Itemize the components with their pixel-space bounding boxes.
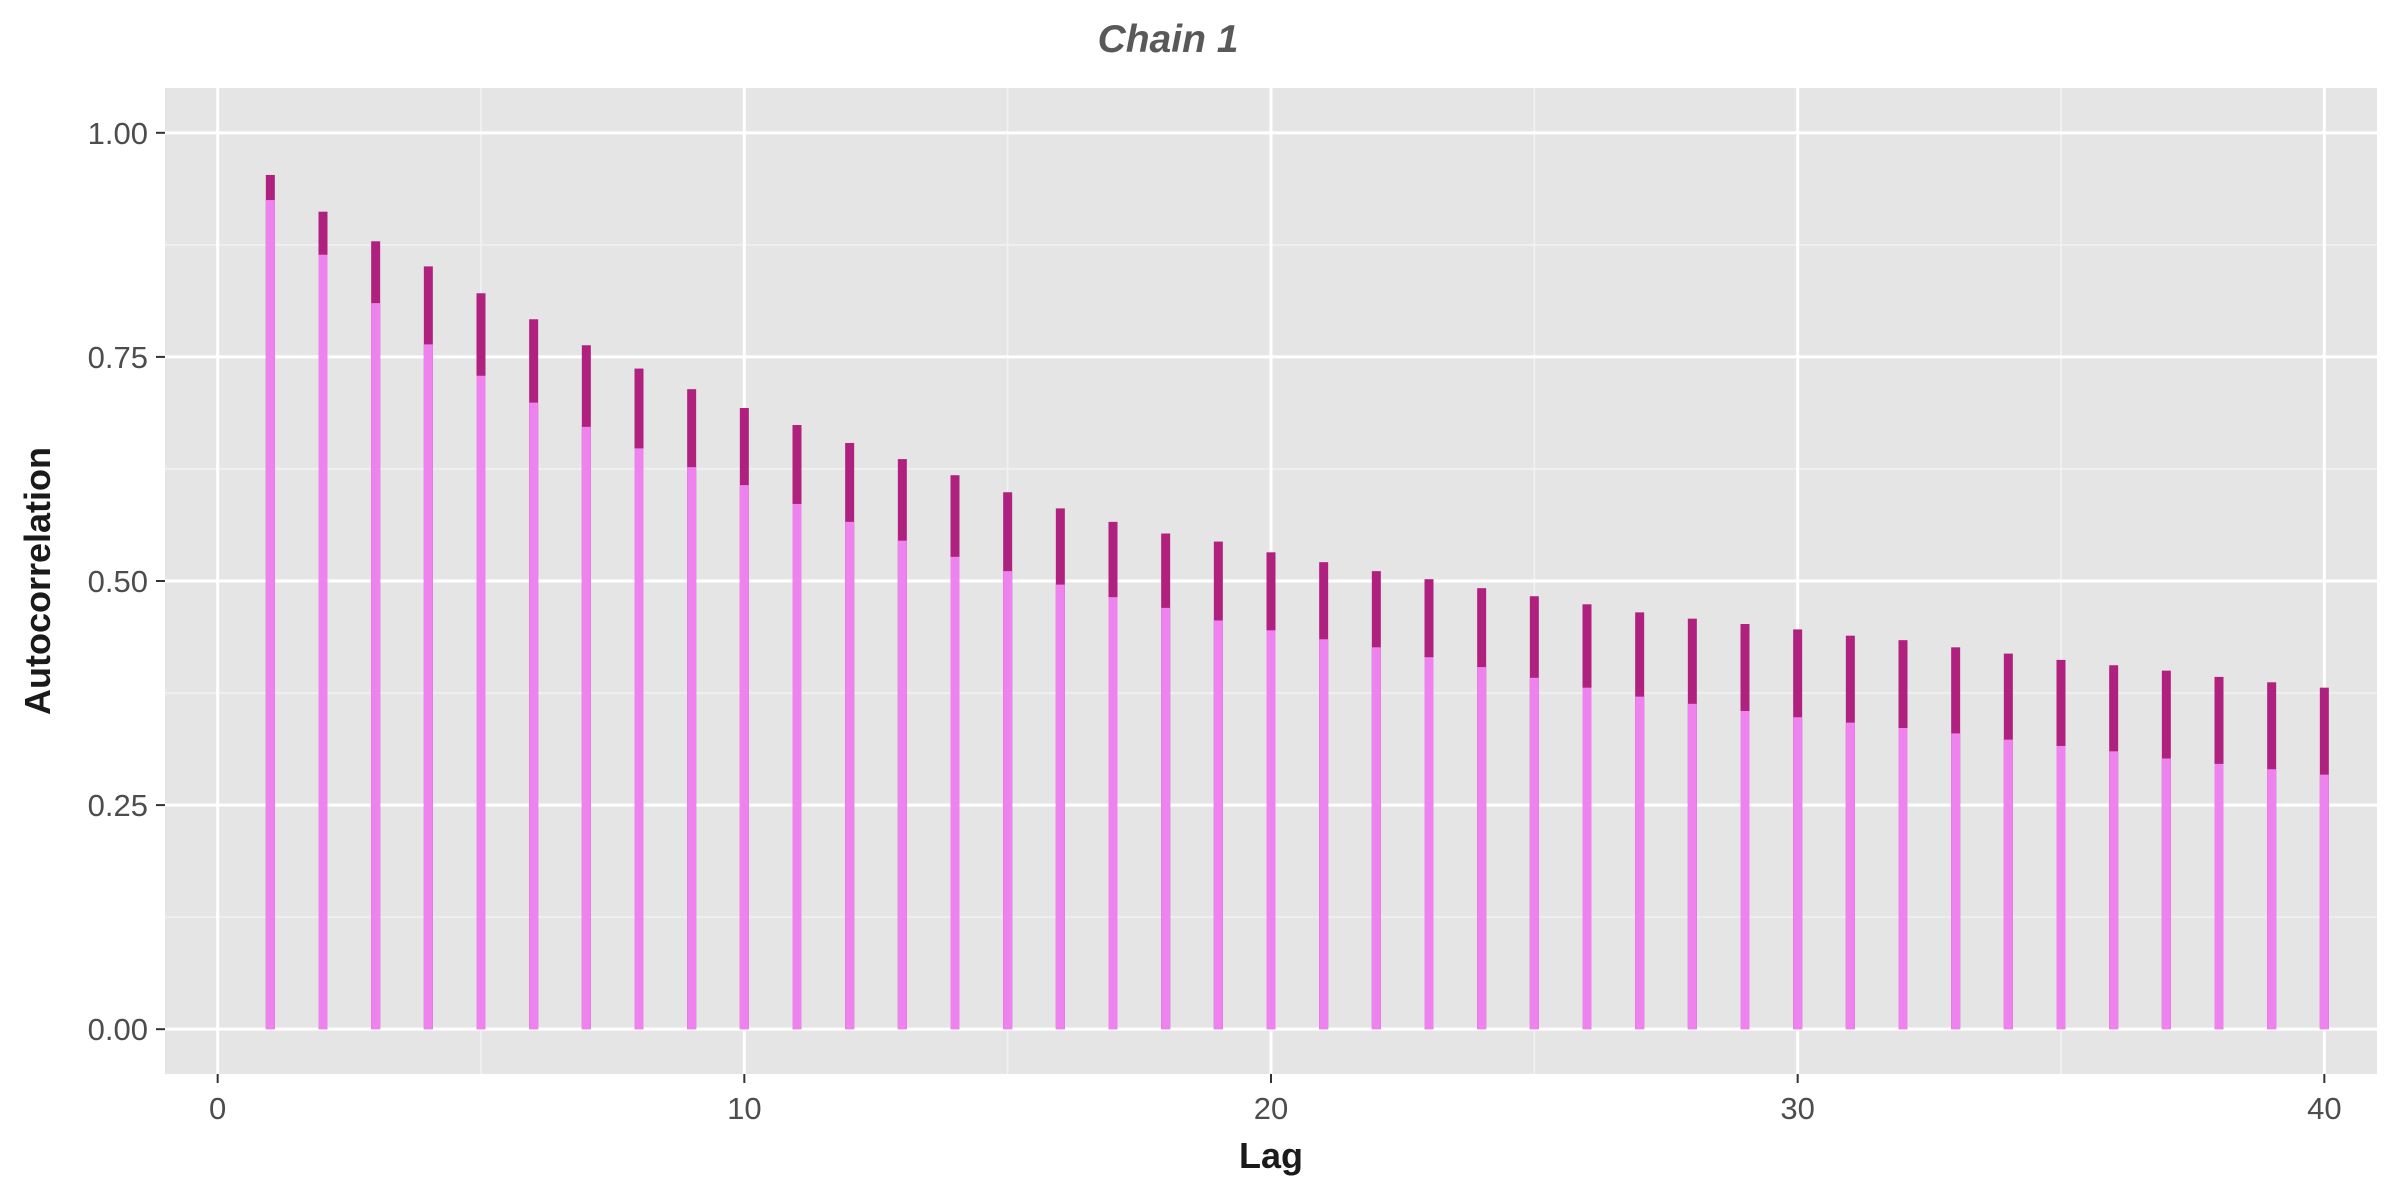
acf-bar-light bbox=[1951, 733, 1961, 1030]
acf-bar-light bbox=[423, 344, 433, 1030]
y-tick-label: 1.00 bbox=[88, 116, 148, 151]
acf-bar-light bbox=[1477, 667, 1487, 1030]
acf-bar-light bbox=[1055, 584, 1065, 1030]
acf-bars bbox=[265, 174, 2329, 1030]
acf-bar-light bbox=[845, 521, 855, 1030]
y-tick-label: 0.00 bbox=[88, 1012, 148, 1047]
x-tick-label: 0 bbox=[209, 1091, 226, 1126]
acf-bar-light bbox=[1108, 597, 1118, 1030]
x-axis-title: Lag bbox=[1239, 1135, 1303, 1176]
acf-bar-light bbox=[1582, 687, 1592, 1030]
acf-bar-light bbox=[2056, 745, 2066, 1030]
acf-bar-light bbox=[1319, 639, 1329, 1030]
acf-bar-light bbox=[265, 200, 275, 1030]
x-tick-label: 30 bbox=[1780, 1091, 1814, 1126]
acf-bar-light bbox=[1793, 717, 1803, 1030]
acf-bar-light bbox=[1635, 696, 1645, 1030]
acf-bar-light bbox=[1898, 728, 1908, 1030]
acf-bar-light bbox=[1266, 630, 1276, 1030]
acf-bar-light bbox=[1845, 722, 1855, 1030]
x-tick-label: 10 bbox=[727, 1091, 761, 1126]
acf-bar-light bbox=[2319, 774, 2329, 1030]
x-tick-label: 20 bbox=[1254, 1091, 1288, 1126]
acf-bar-light bbox=[2214, 763, 2224, 1030]
acf-bar-light bbox=[687, 467, 697, 1030]
acf-bar-light bbox=[897, 540, 907, 1030]
acf-bar-light bbox=[1740, 710, 1750, 1030]
y-axis-title: Autocorrelation bbox=[17, 447, 58, 715]
acf-bar-light bbox=[1424, 657, 1434, 1030]
acf-bar-light bbox=[2267, 769, 2277, 1030]
acf-bar-light bbox=[1161, 607, 1171, 1030]
acf-bar-light bbox=[581, 426, 591, 1030]
acf-bar-light bbox=[371, 303, 381, 1030]
acf-bar-light bbox=[1213, 620, 1223, 1030]
acf-bar-light bbox=[2161, 758, 2171, 1030]
chart-title: Chain 1 bbox=[1098, 18, 1239, 61]
acf-bar-light bbox=[2003, 739, 2013, 1030]
acf-bar-light bbox=[950, 556, 960, 1030]
acf-bar-light bbox=[529, 402, 539, 1030]
x-tick-label: 40 bbox=[2307, 1091, 2341, 1126]
y-tick-label: 0.25 bbox=[88, 788, 148, 823]
acf-bar-light bbox=[1529, 677, 1539, 1030]
acf-bar-light bbox=[634, 448, 644, 1030]
acf-bar-light bbox=[318, 254, 328, 1030]
acf-bar-light bbox=[2109, 751, 2119, 1030]
acf-bar-light bbox=[1003, 571, 1013, 1030]
acf-bar-light bbox=[739, 485, 749, 1030]
x-axis: 0 10 20 30 40 bbox=[209, 1074, 2342, 1126]
acf-bar-light bbox=[1687, 703, 1697, 1030]
y-axis: 0.00 0.25 0.50 0.75 1.00 bbox=[88, 116, 165, 1047]
y-tick-label: 0.50 bbox=[88, 564, 148, 599]
y-tick-label: 0.75 bbox=[88, 340, 148, 375]
acf-bar-light bbox=[1371, 647, 1381, 1030]
acf-bar-light bbox=[476, 375, 486, 1030]
acf-bar-light bbox=[792, 503, 802, 1030]
